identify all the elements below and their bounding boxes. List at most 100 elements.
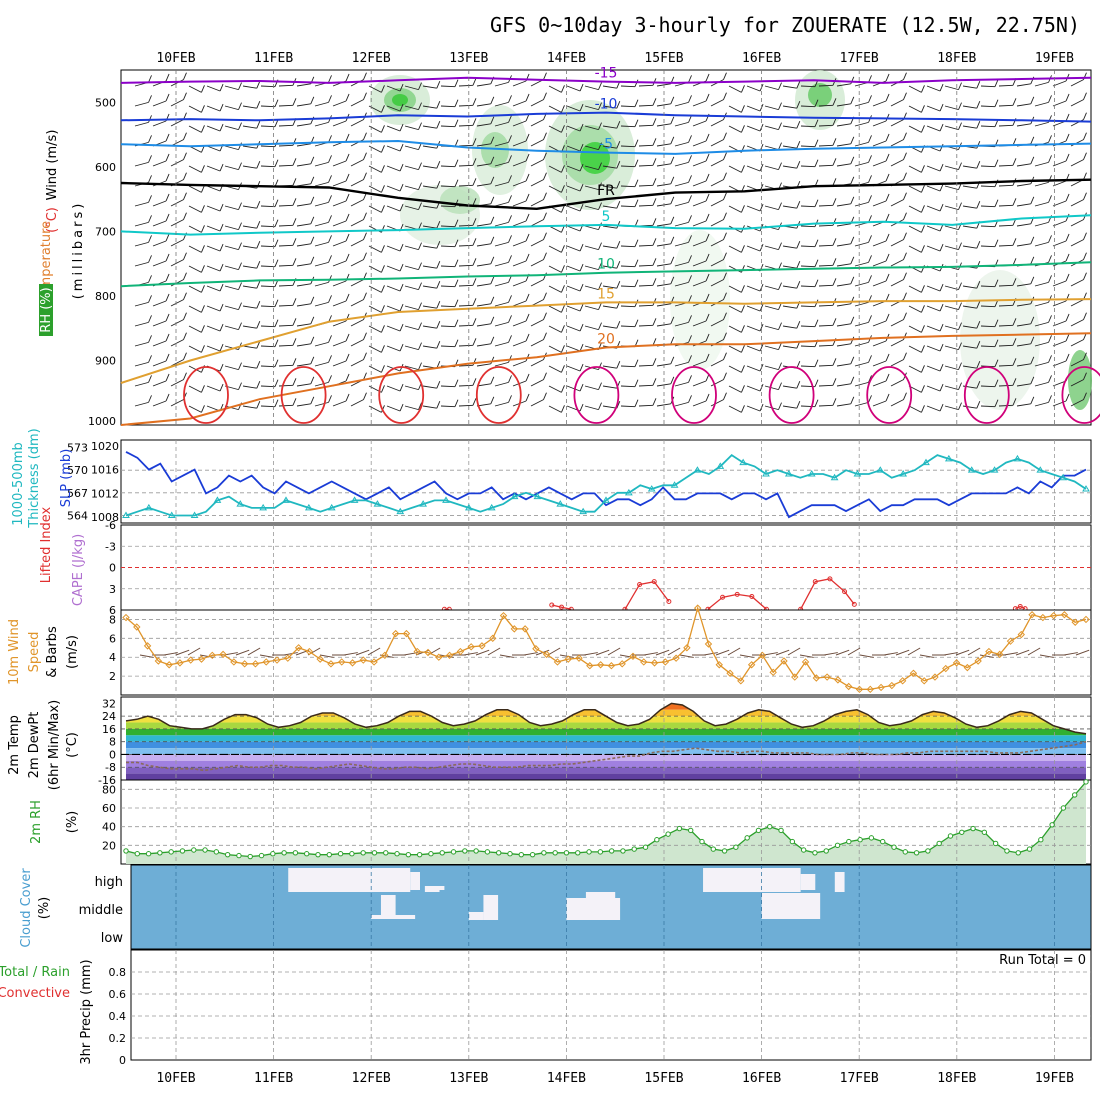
temp-contour	[120, 111, 1092, 123]
wind-barb-flag	[418, 182, 422, 190]
wind-barb-flag	[363, 172, 367, 180]
wind10-label-a: 10m Wind	[7, 619, 22, 685]
rh-blob	[670, 230, 730, 370]
y-tick-label: 2	[109, 670, 116, 683]
wind-barb-flag	[561, 405, 565, 413]
wind-barb	[1016, 123, 1031, 127]
wind-barb	[404, 365, 419, 371]
y-tick-label: -8	[105, 761, 116, 774]
wind-barb-flag	[561, 385, 565, 393]
y-tick-label: 700	[95, 225, 116, 238]
wind-barb	[1034, 401, 1049, 407]
wind10-label-c: & Barbs	[45, 626, 60, 678]
rh-marker	[631, 846, 637, 852]
wind-barb-flag	[436, 161, 441, 169]
wind-barb	[746, 165, 761, 172]
wind-barb-flag	[832, 118, 837, 126]
wind-barb-flag	[508, 95, 512, 103]
wind-barb	[944, 325, 959, 331]
wind-barb-flag	[652, 198, 657, 206]
rh-marker	[688, 827, 694, 834]
wind-speed-marker	[122, 613, 130, 622]
wind-barb-flag	[778, 202, 782, 210]
wind-barb-flag	[579, 283, 584, 292]
wind-barb	[188, 205, 202, 213]
wind-speed-marker	[424, 648, 432, 657]
wind-barb	[1034, 121, 1049, 127]
wind-barb-flag	[903, 172, 907, 180]
wind-barb	[926, 385, 941, 392]
wind-barb-flag	[399, 383, 404, 392]
wind-barb-flag	[705, 73, 710, 82]
wind-barb	[926, 105, 941, 112]
wind-barb-flag	[579, 163, 584, 172]
wind-barb	[530, 159, 544, 167]
y-tick-label: 0.8	[109, 966, 127, 979]
rh-marker	[608, 848, 615, 854]
wind-barb	[350, 399, 364, 407]
wind-barb-flag	[850, 176, 855, 184]
y-tick-label: 24	[102, 710, 116, 723]
wind-barb-flag	[868, 75, 872, 83]
wind-barb	[710, 199, 724, 207]
wind-10m-barb	[259, 654, 274, 658]
wind-barb	[494, 221, 509, 227]
wind-barb-flag	[508, 295, 512, 303]
wind-barb-flag	[958, 362, 962, 370]
wind-speed-marker	[143, 642, 152, 650]
wind-barb	[512, 340, 527, 347]
wind-barb	[314, 281, 329, 287]
wind-barb-flag	[381, 345, 385, 353]
wind-barb-flag	[328, 355, 332, 363]
wind-barb-flag	[543, 152, 547, 160]
wind-barb	[278, 204, 294, 207]
bottom-date-label: 12FEB	[352, 1071, 391, 1086]
y-tick-label: 0.2	[109, 1032, 127, 1045]
wind-barb-flag	[598, 142, 602, 150]
wind-barb	[152, 380, 167, 387]
thickness-marker	[624, 488, 633, 496]
wind-barb	[404, 165, 419, 171]
wind-barb	[206, 85, 221, 92]
rh-marker	[676, 825, 683, 832]
wind-barb	[1016, 303, 1031, 307]
temp-band	[126, 741, 1086, 749]
rh-marker	[846, 838, 852, 845]
wind-barb-flag	[525, 153, 530, 162]
lifted-index-line	[441, 576, 1028, 612]
wind-barb-flag	[723, 192, 727, 200]
wind-barb	[566, 125, 581, 132]
wind-barb	[458, 164, 474, 167]
wind-barb-flag	[868, 135, 872, 143]
y-tick-label: 500	[95, 96, 116, 109]
wind-barb	[764, 205, 779, 211]
wind-barb-flag	[148, 295, 152, 303]
wind-barb-flag	[885, 213, 890, 222]
wind-barb	[530, 219, 544, 227]
lifted-index-marker	[666, 599, 672, 604]
wind-10m-barb	[835, 649, 850, 656]
wind-barb	[1034, 101, 1049, 107]
wind-barb	[350, 259, 364, 267]
temp-2m-line	[125, 702, 1087, 735]
bottom-date-label: 17FEB	[840, 1071, 879, 1086]
wind-barb	[170, 399, 184, 407]
wind-barb-flag	[454, 259, 459, 267]
rh-marker	[191, 847, 197, 853]
wind-barb-flag	[543, 212, 547, 220]
wind-barb-flag	[976, 321, 981, 329]
y-tick-label: 40	[102, 821, 116, 834]
wind-barb-flag	[616, 241, 621, 249]
wind-barb-flag	[436, 181, 441, 189]
lifted-index-line	[707, 593, 767, 610]
wind-barb-flag	[1012, 338, 1017, 346]
wind-barb	[908, 185, 922, 193]
wind-barb	[1052, 380, 1067, 387]
wind-barb	[728, 165, 742, 173]
y-tick-label: 6	[109, 632, 116, 645]
wind-barb-flag	[292, 338, 297, 346]
wind-barb	[404, 85, 419, 91]
wind-speed-marker	[877, 683, 885, 692]
thickness-marker	[807, 469, 816, 477]
